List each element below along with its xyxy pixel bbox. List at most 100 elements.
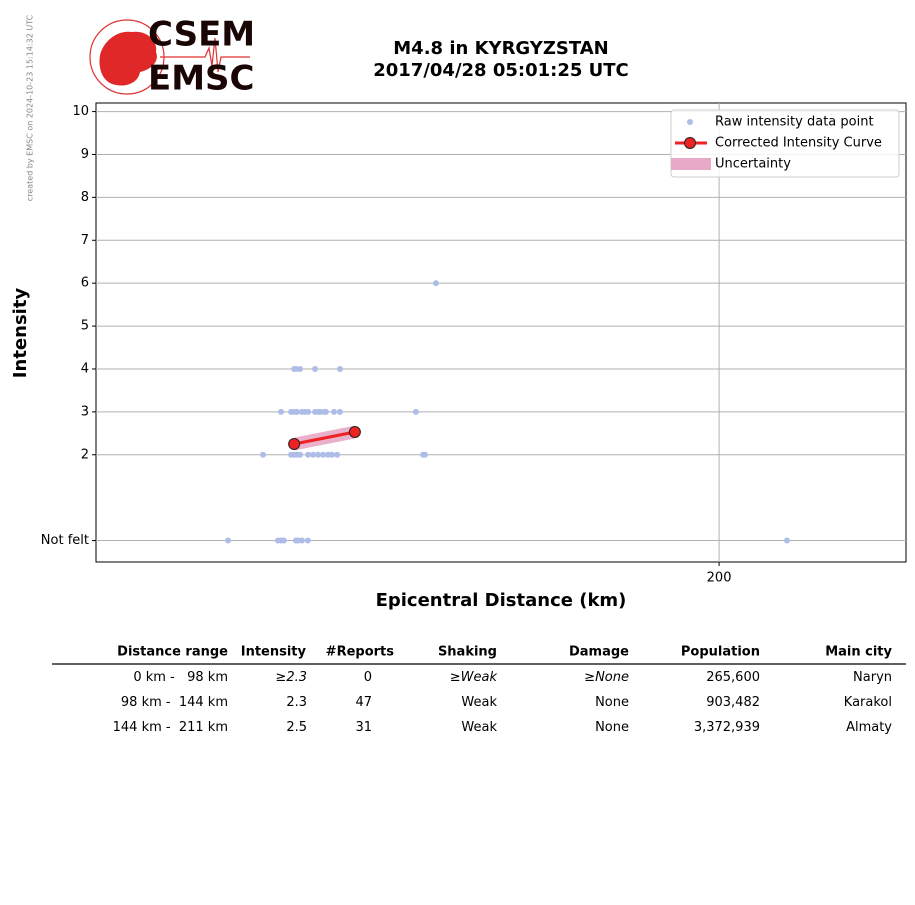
cell-prefix: ≥ <box>584 670 595 685</box>
table-cell: ≥2.3 <box>275 670 307 685</box>
raw-point <box>259 451 266 458</box>
x-axis-label: Epicentral Distance (km) <box>376 590 627 611</box>
raw-point <box>293 408 300 415</box>
created-note: created by EMSC on 2024-10-23 15:14:32 U… <box>26 14 35 201</box>
legend-marker <box>671 158 711 170</box>
cell-text: 47 <box>355 695 372 710</box>
cell-text: 98 km - 144 km <box>121 695 228 710</box>
legend-box <box>670 109 900 178</box>
cell-text: None <box>595 695 629 710</box>
raw-point <box>432 280 439 287</box>
table-cell: Karakol <box>844 695 892 710</box>
cell-text: 0 <box>364 670 372 685</box>
table-cell: 0 km - 98 km <box>133 670 228 685</box>
cell-text: None <box>595 670 629 685</box>
y-tick-label: 2 <box>81 447 89 462</box>
chart-title: M4.8 in KYRGYZSTAN <box>393 38 608 59</box>
table-cell: 3,372,939 <box>694 720 760 735</box>
y-tick-label: 4 <box>81 361 89 376</box>
raw-point <box>310 451 317 458</box>
legend-marker <box>684 137 696 149</box>
table-cell: None <box>595 720 629 735</box>
cell-text: Weak <box>461 720 497 735</box>
legend-label: Raw intensity data point <box>715 115 874 130</box>
cell-text: Weak <box>461 670 498 685</box>
table-cell: 2.3 <box>286 695 307 710</box>
cell-text: None <box>595 720 629 735</box>
raw-point <box>304 537 311 544</box>
raw-point <box>297 451 304 458</box>
y-tick-label: 7 <box>81 233 89 248</box>
raw-point <box>298 537 305 544</box>
cell-text: Weak <box>461 695 497 710</box>
legend-label: Corrected Intensity Curve <box>715 136 882 151</box>
table-cell: ≥None <box>584 670 629 685</box>
y-tick-label: 10 <box>72 104 89 119</box>
raw-point <box>225 537 232 544</box>
cell-prefix: ≥ <box>450 670 461 685</box>
cell-text: Karakol <box>844 695 892 710</box>
table-cell: 47 <box>355 695 372 710</box>
y-tick-label: 3 <box>81 404 89 419</box>
table-header: Damage <box>569 645 629 660</box>
table-cell: 31 <box>355 720 372 735</box>
curve-marker <box>288 438 301 451</box>
raw-point <box>278 408 285 415</box>
cell-text: 144 km - 211 km <box>113 720 228 735</box>
cell-text: 3,372,939 <box>694 720 760 735</box>
raw-point <box>305 408 312 415</box>
table-cell: 265,600 <box>706 670 760 685</box>
table-cell: Weak <box>461 720 497 735</box>
cell-text: 2.3 <box>286 695 307 710</box>
table-cell: ≥Weak <box>450 670 498 685</box>
logo-top: CSEM <box>148 15 255 55</box>
table-cell: 144 km - 211 km <box>113 720 228 735</box>
cell-prefix: ≥ <box>275 670 286 685</box>
y-tick-label: 6 <box>81 276 89 291</box>
raw-point <box>783 537 790 544</box>
raw-point <box>312 365 319 372</box>
raw-point <box>336 408 343 415</box>
table-header: Population <box>681 645 760 660</box>
table-header: #Reports <box>326 645 395 660</box>
raw-point <box>331 408 338 415</box>
table-cell: Naryn <box>853 670 892 685</box>
table-cell: Almaty <box>846 720 892 735</box>
raw-point <box>320 451 327 458</box>
table-cell: 2.5 <box>286 720 307 735</box>
y-tick-label: 5 <box>81 319 89 334</box>
table-header: Main city <box>825 645 892 660</box>
legend-label: Uncertainty <box>715 157 791 172</box>
raw-point <box>322 408 329 415</box>
cell-text: 31 <box>355 720 372 735</box>
table-header: Distance range <box>117 645 228 660</box>
raw-point <box>421 451 428 458</box>
plot-frame <box>95 102 907 563</box>
raw-point <box>280 537 287 544</box>
curve-line <box>293 430 356 446</box>
logo-bottom: EMSC <box>148 59 255 99</box>
cell-text: 0 km - 98 km <box>133 670 228 685</box>
cell-text: 2.3 <box>286 670 307 685</box>
x-tick-label: 200 <box>707 571 732 586</box>
table-cell: Weak <box>461 695 497 710</box>
table-header: Intensity <box>241 645 307 660</box>
table-cell: 98 km - 144 km <box>121 695 228 710</box>
raw-point <box>297 365 304 372</box>
table-cell: None <box>595 695 629 710</box>
raw-point <box>328 451 335 458</box>
y-tick-label: Not felt <box>41 533 89 548</box>
y-tick-label: 9 <box>81 147 89 162</box>
table-cell: 0 <box>364 670 372 685</box>
y-tick-label: 8 <box>81 190 89 205</box>
raw-point <box>334 451 341 458</box>
raw-point <box>315 451 322 458</box>
table-header: Shaking <box>438 645 497 660</box>
raw-point <box>336 365 343 372</box>
raw-point <box>412 408 419 415</box>
cell-text: Naryn <box>853 670 892 685</box>
y-axis-label: Intensity <box>10 288 31 379</box>
cell-text: 2.5 <box>286 720 307 735</box>
legend-marker <box>687 119 693 125</box>
